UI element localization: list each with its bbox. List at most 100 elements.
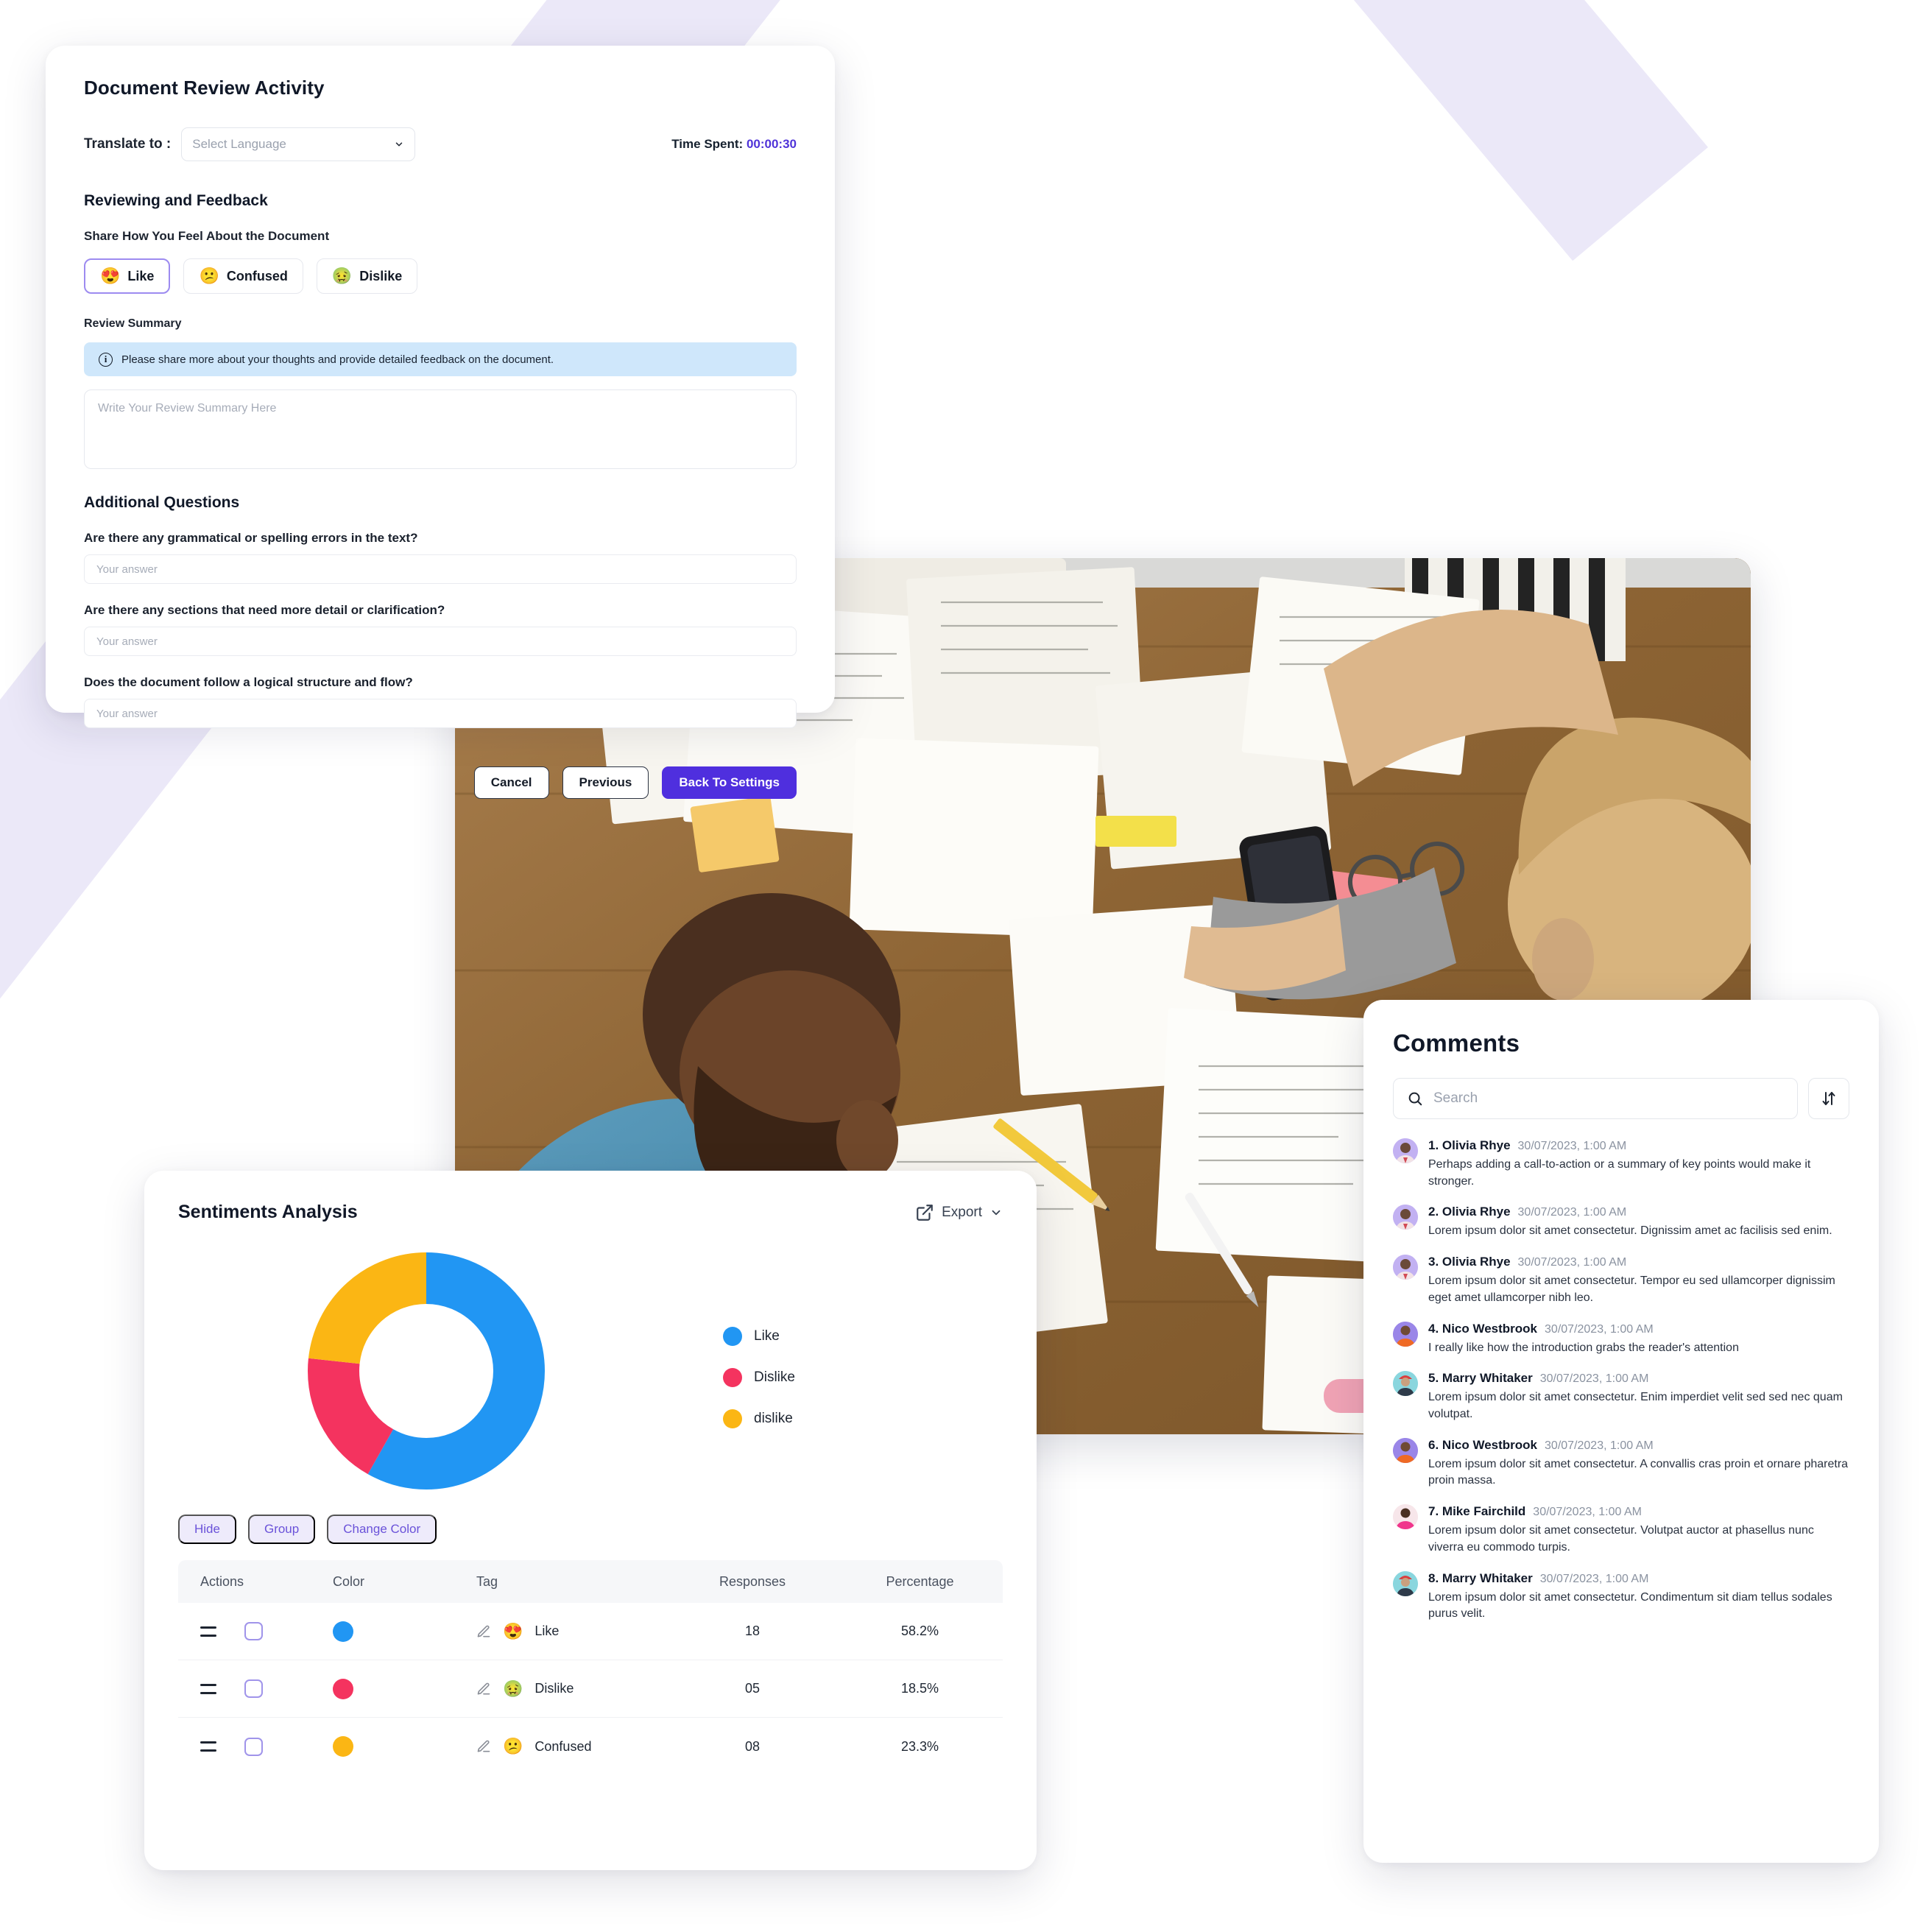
mood-button-dislike-label: Dislike <box>359 268 403 283</box>
comment-meta: 5. Marry Whitaker 30/07/2023, 1:00 AM <box>1428 1371 1849 1386</box>
comment-date: 30/07/2023, 1:00 AM <box>1517 1206 1627 1219</box>
confused-emoji-icon: 😕 <box>199 267 219 285</box>
list-item[interactable]: 1. Olivia Rhye 30/07/2023, 1:00 AM Perha… <box>1393 1138 1849 1190</box>
list-item[interactable]: 6. Nico Westbrook 30/07/2023, 1:00 AM Lo… <box>1393 1437 1849 1489</box>
mood-button-like[interactable]: 😍 Like <box>84 258 171 294</box>
donut-slice-dislike-lower <box>308 1252 545 1489</box>
edit-pencil-icon[interactable] <box>476 1739 491 1754</box>
cancel-button[interactable]: Cancel <box>473 766 549 799</box>
comment-date: 30/07/2023, 1:00 AM <box>1539 1572 1649 1585</box>
legend-dot-like <box>723 1327 742 1346</box>
translate-row: Translate to : Select Language Time Spen… <box>84 127 797 161</box>
row-checkbox[interactable] <box>244 1622 263 1640</box>
hide-button[interactable]: Hide <box>178 1515 236 1544</box>
row-checkbox[interactable] <box>244 1679 263 1698</box>
mood-button-confused[interactable]: 😕 Confused <box>183 258 303 294</box>
row-responses: 08 <box>744 1738 761 1754</box>
comment-meta: 2. Olivia Rhye 30/07/2023, 1:00 AM <box>1428 1205 1849 1219</box>
question-1-label: Are there any grammatical or spelling er… <box>84 531 418 545</box>
list-item[interactable]: 5. Marry Whitaker 30/07/2023, 1:00 AM Lo… <box>1393 1371 1849 1422</box>
list-item[interactable]: 2. Olivia Rhye 30/07/2023, 1:00 AM Lorem… <box>1393 1205 1849 1240</box>
row-checkbox[interactable] <box>244 1737 263 1756</box>
avatar <box>1393 1504 1418 1530</box>
donut-chart-zone: Like Dislike dislike <box>178 1236 1003 1501</box>
group-button[interactable]: Group <box>247 1515 316 1544</box>
avatar <box>1393 1205 1418 1230</box>
external-link-icon <box>917 1204 933 1221</box>
comment-text: Lorem ipsum dolor sit amet consectetur. … <box>1428 1524 1814 1554</box>
info-circle-icon: i <box>99 352 113 367</box>
chevron-down-icon <box>992 1210 1001 1215</box>
comment-author: 2. Olivia Rhye <box>1428 1205 1511 1219</box>
mood-button-dislike[interactable]: 🤢 Dislike <box>316 258 418 294</box>
col-color: Color <box>333 1573 365 1589</box>
comment-date: 30/07/2023, 1:00 AM <box>1545 1439 1654 1452</box>
row-color <box>333 1678 476 1699</box>
question-2-input[interactable]: Your answer <box>84 627 797 656</box>
row-actions <box>178 1737 333 1756</box>
table-row: 🤢 Dislike 05 18.5% <box>178 1660 1003 1718</box>
language-select-placeholder: Select Language <box>192 137 286 151</box>
legend-item-dislike-lower: dislike <box>723 1398 795 1439</box>
list-item[interactable]: 7. Mike Fairchild 30/07/2023, 1:00 AM Lo… <box>1393 1504 1849 1556</box>
comment-author: 8. Marry Whitaker <box>1428 1570 1533 1585</box>
color-swatch-icon[interactable] <box>333 1621 353 1642</box>
language-select[interactable]: Select Language <box>181 127 416 161</box>
list-item[interactable]: 3. Olivia Rhye 30/07/2023, 1:00 AM Lorem… <box>1393 1255 1849 1306</box>
comment-body: 6. Nico Westbrook 30/07/2023, 1:00 AM Lo… <box>1428 1438 1849 1489</box>
row-tag: 🤢 Dislike <box>476 1679 668 1699</box>
like-emoji-icon: 😍 <box>100 267 121 285</box>
row-actions <box>178 1622 333 1640</box>
question-3-input[interactable]: Your answer <box>84 699 797 728</box>
tag-label: Confused <box>534 1738 592 1754</box>
mood-button-like-label: Like <box>127 268 155 283</box>
row-color <box>333 1736 476 1757</box>
sort-button[interactable] <box>1808 1078 1849 1119</box>
legend-item-like: Like <box>723 1316 795 1357</box>
previous-button[interactable]: Previous <box>562 766 649 799</box>
avatar <box>1393 1321 1418 1347</box>
col-percentage: Percentage <box>886 1573 954 1589</box>
back-to-settings-button[interactable]: Back To Settings <box>662 766 797 799</box>
search-input[interactable]: Search <box>1393 1078 1798 1119</box>
avatar <box>1393 1437 1418 1463</box>
search-icon <box>1408 1092 1422 1106</box>
comment-date: 30/07/2023, 1:00 AM <box>1517 1140 1627 1152</box>
mood-button-confused-label: Confused <box>226 268 288 283</box>
drag-handle-icon[interactable] <box>200 1683 216 1694</box>
drag-handle-icon[interactable] <box>200 1626 216 1637</box>
change-color-button[interactable]: Change Color <box>327 1515 437 1544</box>
tag-emoji-icon: 😍 <box>503 1621 523 1640</box>
question-1-input[interactable]: Your answer <box>84 554 797 584</box>
col-tag: Tag <box>476 1573 498 1589</box>
edit-pencil-icon[interactable] <box>476 1624 491 1639</box>
comment-text: Lorem ipsum dolor sit amet consectetur. … <box>1428 1391 1843 1421</box>
color-swatch-icon[interactable] <box>333 1678 353 1699</box>
donut-slice-dislike <box>308 1252 545 1489</box>
avatar <box>1393 1255 1418 1280</box>
drag-handle-icon[interactable] <box>200 1741 216 1752</box>
list-item[interactable]: 8. Marry Whitaker 30/07/2023, 1:00 AM Lo… <box>1393 1570 1849 1623</box>
comment-text: Perhaps adding a call-to-action or a sum… <box>1428 1158 1811 1188</box>
comment-meta: 7. Mike Fairchild 30/07/2023, 1:00 AM <box>1428 1504 1849 1519</box>
comment-text: Lorem ipsum dolor sit amet consectetur. … <box>1428 1457 1849 1487</box>
comment-date: 30/07/2023, 1:00 AM <box>1545 1322 1654 1336</box>
comment-author: 4. Nico Westbrook <box>1428 1321 1538 1336</box>
page-title: Document Review Activity <box>84 77 325 99</box>
sentiments-table: Actions Color Tag Responses Percentage <box>178 1560 1003 1775</box>
export-button[interactable]: Export <box>915 1203 1003 1222</box>
sentiments-donut-chart <box>308 1252 545 1489</box>
list-item[interactable]: 4. Nico Westbrook 30/07/2023, 1:00 AM I … <box>1393 1321 1849 1357</box>
sort-arrows-icon <box>1822 1092 1835 1105</box>
section-title-additional-questions: Additional Questions <box>84 494 240 511</box>
time-spent: Time Spent: 00:00:30 <box>671 137 797 152</box>
tag-emoji-icon: 🤢 <box>503 1679 523 1698</box>
color-swatch-icon[interactable] <box>333 1736 353 1757</box>
tag-label: Like <box>534 1623 560 1638</box>
avatar <box>1393 1138 1418 1163</box>
info-banner: i Please share more about your thoughts … <box>84 342 797 376</box>
review-summary-textarea[interactable]: Write Your Review Summary Here <box>84 389 797 469</box>
chevron-down-icon <box>395 142 403 147</box>
edit-pencil-icon[interactable] <box>476 1682 491 1696</box>
row-tag: 😕 Confused <box>476 1737 668 1756</box>
